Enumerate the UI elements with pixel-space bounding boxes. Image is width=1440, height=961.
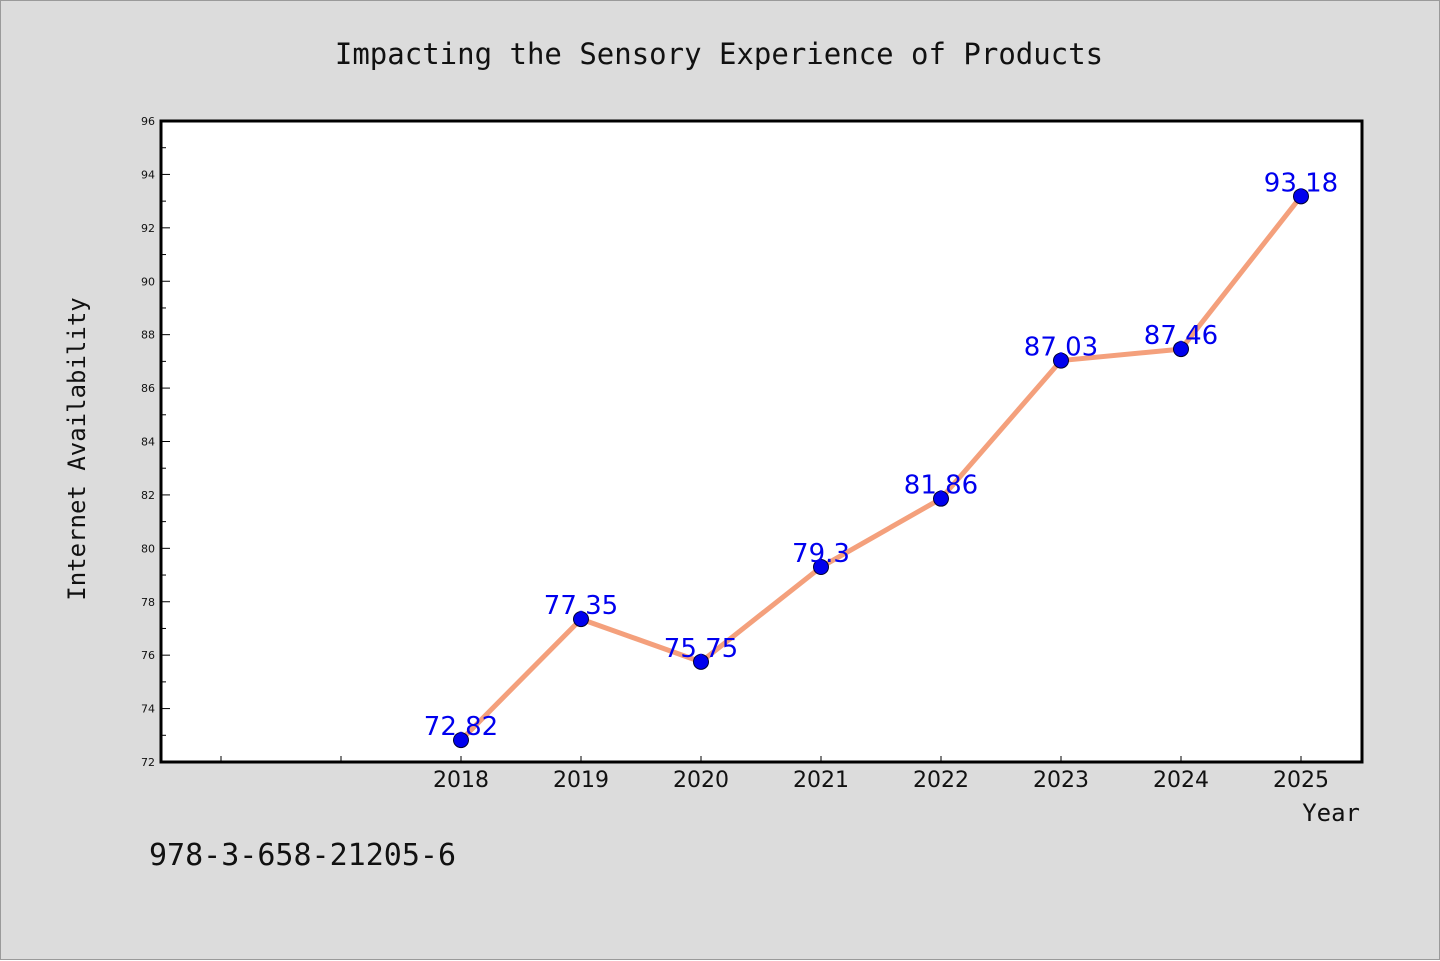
x-tick-label: 2024 [1153,768,1209,793]
data-point [693,653,709,670]
y-tick-label: 86 [141,382,155,395]
data-point [1293,188,1309,205]
data-label: 79.3 [792,539,850,569]
data-point [813,559,829,576]
data-point [573,611,589,628]
y-tick-label: 92 [141,222,155,235]
isbn-text: 978-3-658-21205-6 [149,838,456,873]
x-axis-label: Year [1302,799,1360,827]
data-point [1173,341,1189,358]
x-tick-label: 2022 [913,768,969,793]
y-tick-label: 84 [141,436,155,449]
chart-title: Impacting the Sensory Experience of Prod… [335,37,1103,71]
y-tick-label: 94 [141,168,155,181]
y-axis-label: Internet Availability [63,297,91,600]
y-tick-label: 88 [141,329,155,342]
data-point [1053,352,1069,369]
data-label: 93.18 [1264,168,1338,198]
data-point [453,732,469,749]
y-tick-label: 90 [141,275,155,288]
x-tick-label: 2021 [793,768,849,793]
data-label: 75.75 [664,634,738,664]
data-label: 81.86 [904,471,978,501]
x-tick-label: 2019 [553,768,609,793]
y-tick-label: 82 [141,489,155,502]
y-tick-label: 80 [141,542,155,555]
data-label: 87.03 [1024,333,1098,363]
x-tick-label: 2025 [1273,768,1329,793]
plot-area [159,119,1364,764]
x-tick-label: 2023 [1033,768,1089,793]
data-point [933,490,949,507]
y-tick-label: 78 [141,596,155,609]
y-tick-label: 76 [141,649,155,662]
y-axis-ticks: 72 74 76 78 80 82 84 86 88 90 92 94 96 [141,115,170,769]
x-axis-ticks: 2018 2019 2020 2021 2022 2023 2024 2025 [220,756,1329,793]
y-tick-label: 74 [141,703,155,716]
series-line [459,194,1303,742]
x-tick-label: 2018 [433,768,489,793]
data-label: 72.82 [424,712,498,742]
data-series: 72.82 77.35 75.75 79.3 81.86 87.03 87.46 93.18 [424,168,1338,749]
data-label: 77.35 [544,591,618,621]
y-tick-label: 96 [141,115,155,128]
y-tick-label: 72 [141,756,155,769]
data-label: 87.46 [1144,321,1218,351]
x-tick-label: 2020 [673,768,729,793]
